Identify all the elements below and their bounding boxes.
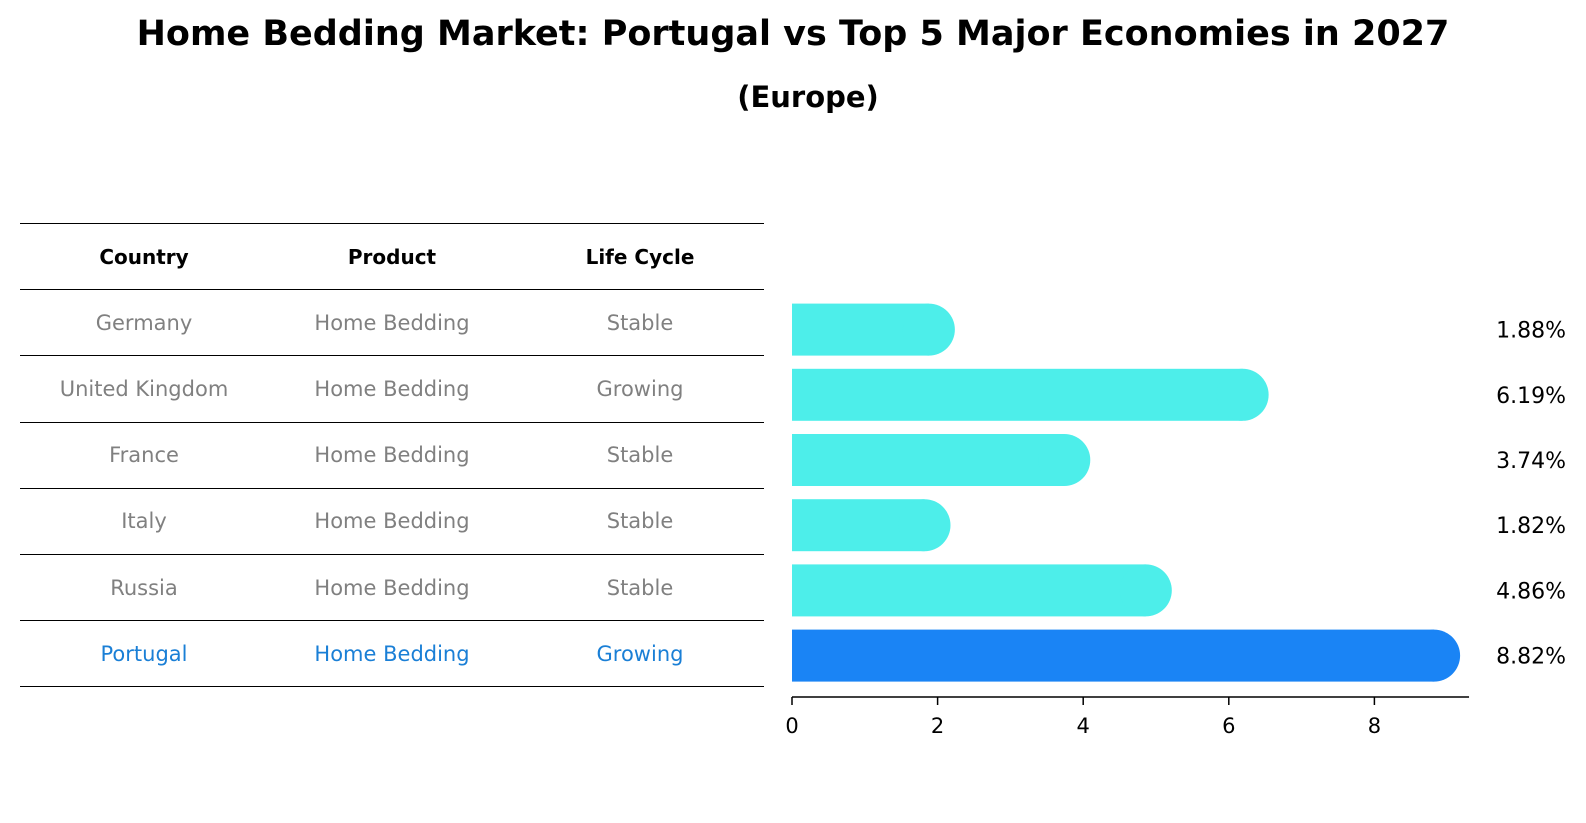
product-cell: Home Bedding bbox=[314, 509, 470, 534]
bar-cap bbox=[898, 499, 951, 552]
country-cell: Italy bbox=[121, 509, 167, 534]
chart-title: Home Bedding Market: Portugal vs Top 5 M… bbox=[136, 14, 1450, 54]
bar-portugal bbox=[792, 629, 1435, 682]
product-cell: Home Bedding bbox=[314, 641, 470, 666]
product-cell: Home Bedding bbox=[314, 310, 470, 335]
country-cell: Russia bbox=[110, 575, 178, 600]
x-tick-label: 2 bbox=[931, 714, 944, 738]
product-cell: Home Bedding bbox=[314, 443, 470, 468]
bar-cap bbox=[1038, 434, 1091, 486]
bar-cap bbox=[902, 303, 955, 356]
data-label: 3.74% bbox=[1496, 449, 1566, 474]
life-cycle-cell: Stable bbox=[606, 509, 674, 534]
country-cell: Germany bbox=[95, 310, 193, 335]
bar-cap bbox=[1408, 629, 1461, 682]
country-cell: France bbox=[109, 443, 179, 468]
table-row: Germany Home Bedding Stable bbox=[20, 289, 764, 355]
data-label: 1.88% bbox=[1496, 319, 1566, 344]
table-row: Russia Home Bedding Stable bbox=[20, 553, 764, 620]
life-cycle-cell: Growing bbox=[596, 641, 684, 666]
market-table: Country Product Life Cycle Germany Home … bbox=[20, 223, 764, 688]
product-cell: Home Bedding bbox=[314, 575, 470, 600]
data-label: 8.82% bbox=[1496, 645, 1566, 670]
life-cycle-cell: Stable bbox=[606, 443, 674, 468]
bar-france bbox=[792, 434, 1065, 486]
table-header-row: Country Product Life Cycle bbox=[20, 223, 764, 289]
data-label: 4.86% bbox=[1496, 579, 1566, 604]
country-cell: United Kingdom bbox=[59, 376, 229, 401]
data-label: 1.82% bbox=[1496, 514, 1566, 539]
header-life-cycle: Life Cycle bbox=[585, 244, 695, 269]
table-row: United Kingdom Home Bedding Growing bbox=[20, 355, 764, 421]
table-row-highlight: Portugal Home Bedding Growing bbox=[20, 620, 764, 688]
bar-cap bbox=[1119, 564, 1172, 617]
header-product: Product bbox=[347, 244, 437, 269]
life-cycle-cell: Stable bbox=[606, 310, 674, 335]
x-tick-label: 8 bbox=[1368, 714, 1381, 738]
table-row: France Home Bedding Stable bbox=[20, 421, 764, 488]
product-cell: Home Bedding bbox=[314, 376, 470, 401]
bar-russia bbox=[792, 564, 1146, 617]
bar-cap bbox=[1216, 368, 1269, 421]
country-cell: Portugal bbox=[100, 641, 188, 666]
data-label: 6.19% bbox=[1496, 384, 1566, 409]
bar-united-kingdom bbox=[792, 368, 1243, 421]
x-tick-label: 0 bbox=[785, 714, 798, 738]
header-country: Country bbox=[99, 244, 189, 269]
x-tick-label: 4 bbox=[1077, 714, 1090, 738]
x-tick-label: 6 bbox=[1222, 714, 1235, 738]
life-cycle-cell: Stable bbox=[606, 575, 674, 600]
table-row: Italy Home Bedding Stable bbox=[20, 487, 764, 554]
chart-subtitle: (Europe) bbox=[737, 80, 879, 114]
life-cycle-cell: Growing bbox=[596, 376, 684, 401]
